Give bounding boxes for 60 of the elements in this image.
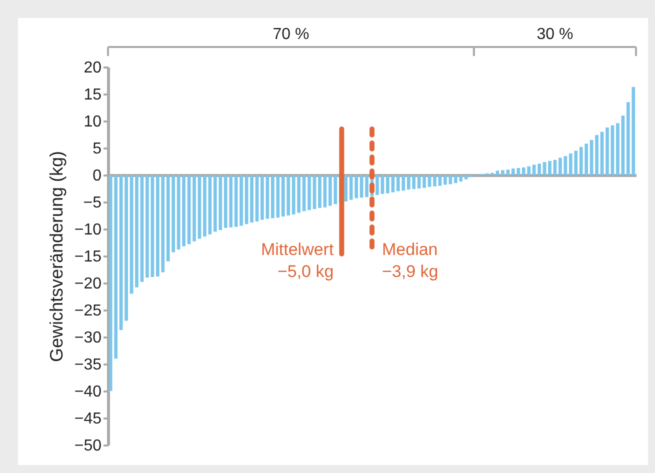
bar	[380, 175, 384, 194]
annotation: Median −3,9 kg	[382, 240, 438, 281]
bar	[616, 123, 620, 175]
bar	[124, 175, 128, 321]
bar	[438, 175, 442, 186]
y-tick-label: −10	[74, 222, 102, 238]
bar	[532, 164, 536, 175]
bar	[119, 175, 123, 330]
y-tick-label: −30	[74, 330, 102, 346]
bar	[564, 156, 568, 175]
bar	[182, 175, 186, 246]
bar	[496, 170, 500, 175]
bar	[208, 175, 212, 234]
bar	[417, 175, 421, 188]
bar	[558, 158, 562, 175]
y-tick-label: −25	[74, 302, 102, 320]
bar	[428, 175, 432, 187]
bar	[308, 175, 311, 210]
y-tick-label: −15	[74, 248, 102, 266]
bar	[250, 175, 254, 223]
bar	[146, 175, 149, 278]
bar	[606, 127, 609, 175]
bar	[595, 135, 598, 175]
y-tick-label: −35	[74, 356, 102, 374]
bar	[318, 175, 322, 208]
bar	[365, 175, 368, 198]
bar	[150, 175, 154, 278]
bar	[135, 175, 138, 288]
bar	[542, 162, 546, 175]
bar	[344, 175, 348, 202]
bar	[255, 175, 259, 222]
y-tick-label: 0	[92, 168, 102, 184]
y-tick-label: −20	[74, 276, 102, 292]
y-tick-label: 20	[84, 60, 102, 76]
bar	[433, 175, 436, 186]
text: 70 %	[272, 26, 310, 43]
bar	[203, 175, 206, 237]
annotation: Mittelwert −5,0 kg	[260, 240, 334, 281]
bar	[312, 175, 316, 210]
y-tick-label: −5	[83, 194, 102, 212]
bar	[422, 175, 426, 188]
y-tick-label: −50	[74, 438, 102, 454]
y-tick-label: −40	[74, 384, 102, 400]
bar	[376, 175, 379, 195]
bar	[140, 175, 144, 282]
y-tick-label: −45	[74, 410, 102, 428]
bar	[260, 175, 264, 220]
bar	[323, 175, 327, 208]
bar	[621, 116, 625, 175]
bar	[176, 175, 180, 250]
text: 30 %	[536, 26, 574, 43]
y-axis-title: Gewichtsveränderung (kg)	[46, 150, 66, 362]
bar	[187, 175, 191, 244]
y-tick-label: 5	[92, 140, 102, 158]
bar	[538, 164, 541, 175]
bar	[130, 175, 134, 294]
bar	[548, 160, 552, 175]
y-tick-label: 15	[84, 86, 102, 104]
bar	[192, 175, 196, 242]
y-tick-label: 10	[84, 114, 102, 130]
